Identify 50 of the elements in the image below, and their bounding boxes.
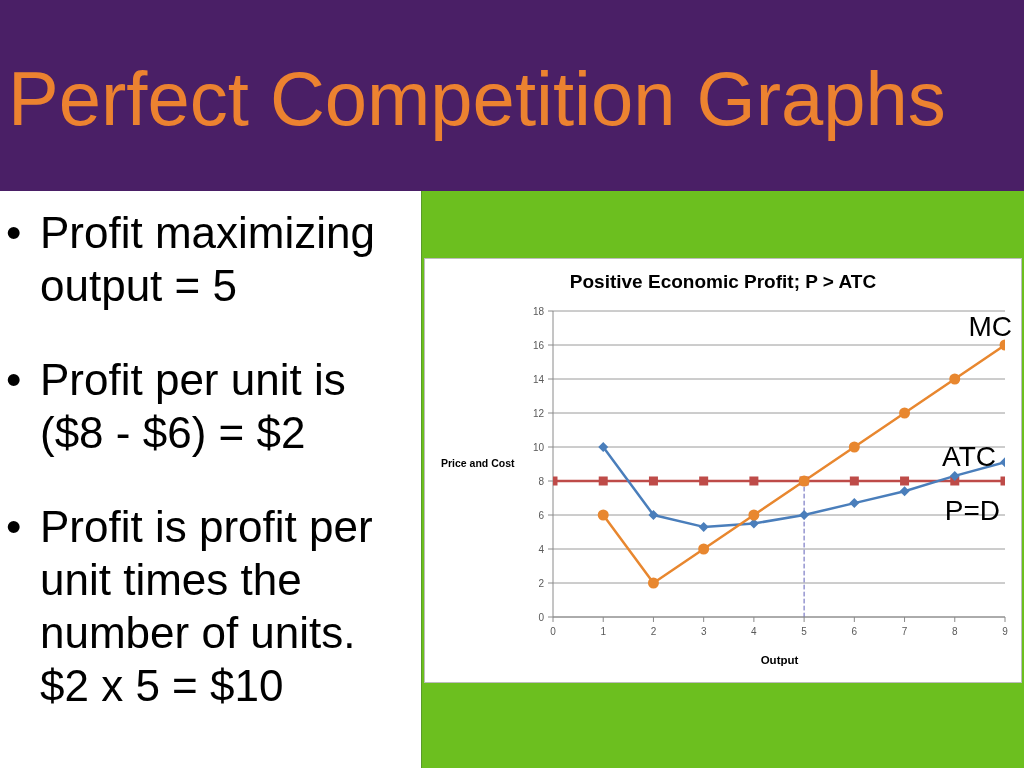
text: • Profit per unit is ($8 - $6) = $2 [6, 354, 346, 457]
x-tick-label: 3 [700, 626, 707, 638]
point [598, 442, 609, 452]
text: • Profit is profit per unit times the number of units. $2 x 5 = $10 [6, 501, 373, 710]
y-tick-label: 8 [538, 475, 545, 487]
point [698, 521, 709, 532]
series-label: ATC [942, 441, 996, 473]
y-tick-label: 10 [532, 441, 545, 453]
x-tick-label: 1 [600, 626, 607, 638]
point [900, 476, 910, 486]
point [749, 476, 759, 486]
x-tick-label: 8 [952, 626, 958, 638]
point [848, 441, 860, 453]
series-label: MC [968, 311, 1012, 342]
x-tick-label: 0 [550, 626, 557, 638]
y-tick-label: 4 [538, 543, 545, 555]
point [949, 373, 961, 385]
series-label: P=D [944, 495, 1000, 526]
x-tick-label: 4 [751, 626, 758, 638]
point [899, 407, 911, 419]
point [748, 509, 760, 521]
y-tick-label: 18 [532, 305, 545, 317]
x-tick-label: 9 [1002, 626, 1009, 638]
chart-title: Perfect Competition Graphs [8, 56, 946, 141]
point [899, 486, 910, 497]
point [849, 498, 860, 509]
point [648, 476, 658, 486]
x-tick-label: 7 [901, 626, 908, 638]
point [799, 510, 810, 520]
point [849, 476, 859, 486]
point [648, 510, 659, 520]
y-tick-label: 2 [538, 577, 545, 589]
x-tick-label: 2 [650, 626, 657, 638]
y-tick-label: 12 [532, 407, 545, 419]
x-axis-title: Output [759, 654, 800, 666]
y-tick-label: 6 [538, 509, 545, 521]
point [598, 476, 608, 486]
y-tick-label: 16 [532, 339, 545, 351]
y-axis-title: Price and Cost [441, 457, 515, 469]
y-tick-label: 14 [532, 373, 545, 385]
text: • Profit maximizing output = 5 [6, 207, 375, 310]
point [699, 476, 709, 486]
x-tick-label: 6 [851, 626, 858, 638]
chart-subtitle: Positive Economic Profit; P > ATC [568, 271, 878, 293]
y-tick-label: 0 [538, 611, 545, 623]
point [647, 577, 659, 589]
point [698, 543, 710, 555]
x-tick-label: 5 [801, 626, 808, 638]
point [949, 470, 960, 481]
point [597, 509, 609, 521]
